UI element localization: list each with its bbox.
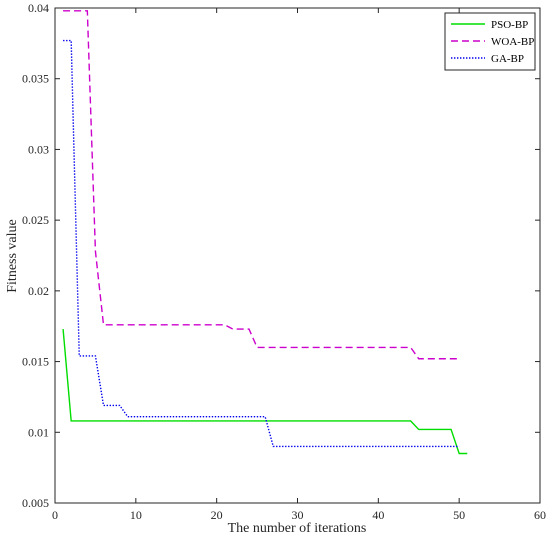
legend-box	[444, 12, 536, 71]
legend-label: PSO-BP	[491, 19, 528, 31]
x-tick-label: 0	[52, 508, 58, 522]
y-tick-label: 0.015	[22, 355, 49, 369]
y-tick-label: 0.035	[22, 72, 49, 86]
x-axis-title: The number of iterations	[228, 521, 367, 536]
x-tick-label: 40	[372, 508, 384, 522]
series-line-woa-bp	[63, 10, 460, 360]
y-tick-label: 0.03	[28, 142, 49, 156]
legend-label: GA-BP	[491, 53, 524, 65]
x-tick-label: 60	[534, 508, 546, 522]
x-tick-label: 50	[453, 508, 465, 522]
x-tick-label: 10	[130, 508, 142, 522]
plot-area	[54, 7, 541, 504]
y-axis-title: Fitness value	[5, 219, 20, 293]
legend: PSO-BP WOA-BP GA-BP	[444, 12, 536, 71]
y-tick-label: 0.005	[22, 496, 49, 510]
series-line-ga-bp	[63, 39, 460, 448]
legend-label: WOA-BP	[491, 36, 534, 48]
series-lines	[62, 10, 468, 455]
x-tick-label: 30	[292, 508, 304, 522]
y-tick-label: 0.025	[22, 213, 49, 227]
series-line-pso-bp	[62, 328, 468, 455]
x-tick-label: 20	[211, 508, 223, 522]
y-tick-label: 0.01	[28, 425, 49, 439]
y-tick-label: 0.02	[28, 284, 49, 298]
y-tick-label: 0.04	[28, 1, 49, 15]
axis-ticks: 0 10 20 30 40 50 60 0.005 0.01 0.015 0.02 0.025 0.03…	[22, 1, 546, 522]
